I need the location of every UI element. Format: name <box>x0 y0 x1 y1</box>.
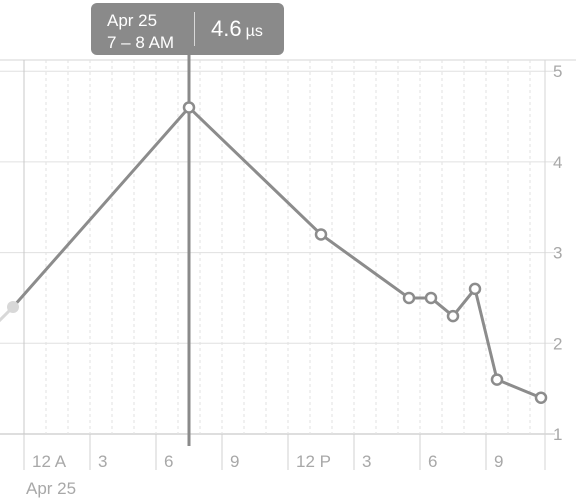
data-point <box>7 301 19 314</box>
data-point <box>534 391 548 404</box>
y-tick-label: 5 <box>553 62 562 81</box>
x-axis-date-label: Apr 25 <box>26 479 76 498</box>
x-tick-label: 9 <box>230 452 239 471</box>
y-tick-label: 2 <box>553 334 562 353</box>
x-tick-label: 6 <box>428 452 437 471</box>
tooltip-value-group: 4.6 µs <box>211 17 263 44</box>
y-tick-label: 3 <box>553 244 562 263</box>
x-tick-label: 3 <box>98 452 107 471</box>
data-point <box>402 291 416 305</box>
tooltip-divider <box>194 12 195 46</box>
tooltip-time-range: 7 – 8 AM <box>107 33 175 52</box>
x-axis-ticks: 12 A 3 6 9 12 P 3 6 9 <box>23 434 503 471</box>
x-tick-label: 3 <box>362 452 371 471</box>
y-tick-label: 1 <box>553 425 562 444</box>
chart-grid <box>0 59 576 470</box>
tooltip-value: 4.6 <box>211 16 242 41</box>
x-tick-label: 12 A <box>32 452 67 471</box>
data-point <box>182 101 196 114</box>
data-point <box>424 291 438 305</box>
data-point <box>468 282 482 296</box>
data-point <box>446 309 460 323</box>
data-point <box>314 228 328 241</box>
tooltip-date: Apr 25 <box>107 11 158 30</box>
tooltip-unit: µs <box>245 23 263 40</box>
x-tick-label: 12 P <box>296 452 331 471</box>
data-point <box>490 373 504 386</box>
x-tick-label: 6 <box>164 452 173 471</box>
value-tooltip: Apr 25 7 – 8 AM 4.6 µs <box>91 3 284 55</box>
y-tick-label: 4 <box>553 153 562 172</box>
y-axis-ticks: 1 2 3 4 5 <box>553 62 562 444</box>
chart-series <box>0 101 548 404</box>
x-tick-label: 9 <box>494 452 503 471</box>
